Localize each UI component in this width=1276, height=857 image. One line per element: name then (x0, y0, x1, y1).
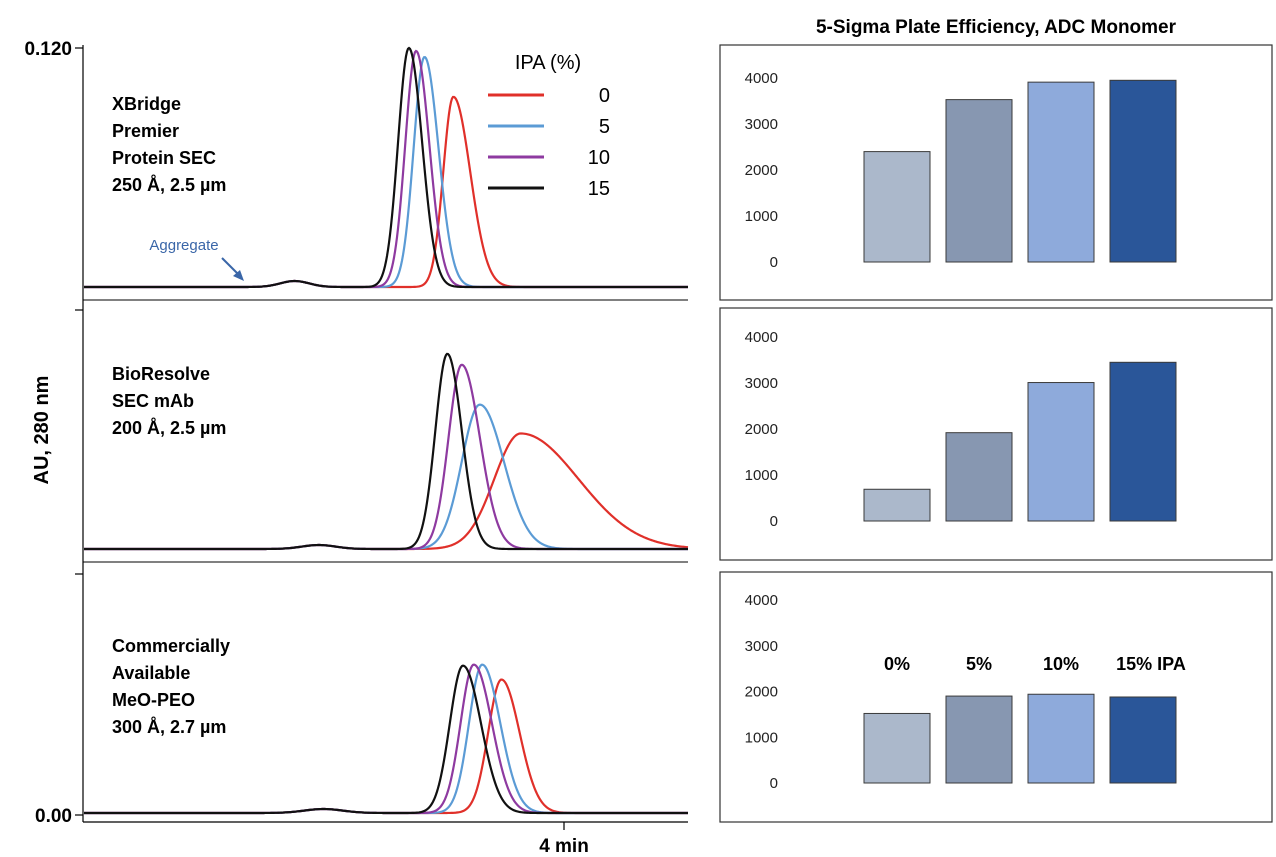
bar-y-tick-label: 2000 (745, 684, 778, 701)
column-label-2: BioResolve SEC mAb 200 Å, 2.5 µm (112, 364, 226, 438)
legend-title: IPA (%) (515, 52, 581, 74)
column-label-line: Commercially (112, 636, 230, 656)
column-label-line: 200 Å, 2.5 µm (112, 418, 226, 438)
bar-y-tick-label: 2000 (745, 162, 778, 179)
column-label-line: XBridge (112, 94, 181, 114)
bar-panel-2: 0 1000 2000 3000 4000 (720, 308, 1272, 560)
trace-panel3-ipa-5 (84, 665, 688, 813)
bar-panel-1: 0 1000 2000 3000 4000 (720, 45, 1272, 300)
column-label-line: MeO-PEO (112, 690, 195, 710)
bar-y-tick-label: 3000 (745, 116, 778, 133)
y-minor-ticks (75, 310, 83, 574)
bar-y-tick-label: 4000 (745, 592, 778, 609)
y-top-label: 0.120 (24, 39, 72, 60)
bar-chart: 5-Sigma Plate Efficiency, ADC Monomer 0 1… (720, 17, 1272, 822)
bar-15ipa (1110, 362, 1176, 521)
x-tick-label: 4 min (539, 836, 589, 857)
legend: IPA (%) 0 5 10 15 (488, 52, 610, 200)
bar-panels: 0 1000 2000 3000 4000 0 1000 2000 3000 4000 0 1000 2… (720, 45, 1272, 822)
aggregate-annotation: Aggregate (149, 237, 218, 254)
y-bottom-label: 0.00 (35, 806, 72, 827)
bar-10 (1028, 82, 1094, 262)
column-label-3: Commercially Available MeO-PEO 300 Å, 2.7 µ… (112, 636, 230, 737)
column-label-line: Protein SEC (112, 148, 216, 168)
chromatogram-plot: 0.120 0.00 4 min AU, 280 nm XBridge Premi… (24, 39, 688, 857)
column-label-line: Available (112, 663, 190, 683)
legend-label: 15 (588, 178, 610, 200)
bar-y-tick-label: 0 (770, 254, 778, 271)
bar-y-tick-label: 3000 (745, 638, 778, 655)
bar-category-label: 0% (884, 654, 910, 674)
bar-5 (946, 696, 1012, 783)
bar-y-tick-label: 4000 (745, 70, 778, 87)
column-label-1: XBridge Premier Protein SEC 250 Å, 2.5 µm (112, 94, 226, 195)
column-label-line: SEC mAb (112, 391, 194, 411)
bar-0 (864, 489, 930, 521)
trace-panel2-ipa-0 (84, 433, 688, 549)
bar-y-tick-label: 4000 (745, 329, 778, 346)
column-label-line: 250 Å, 2.5 µm (112, 175, 226, 195)
bar-5 (946, 100, 1012, 262)
bar-15ipa (1110, 80, 1176, 262)
bar-y-tick-label: 1000 (745, 729, 778, 746)
y-axis-title: AU, 280 nm (31, 376, 53, 485)
bar-y-tick-label: 1000 (745, 208, 778, 225)
bar-y-tick-label: 1000 (745, 467, 778, 484)
legend-label: 0 (599, 85, 610, 107)
bar-category-label: 5% (966, 654, 992, 674)
bar-y-tick-label: 0 (770, 775, 778, 792)
legend-label: 5 (599, 116, 610, 138)
bar-category-label: 15% IPA (1116, 654, 1186, 674)
column-label-line: 300 Å, 2.7 µm (112, 717, 226, 737)
bar-y-tick-label: 2000 (745, 421, 778, 438)
trace-panel3-ipa-10 (84, 665, 688, 813)
column-label-line: Premier (112, 121, 179, 141)
legend-items: 0 5 10 15 (488, 85, 610, 200)
bar-15ipa (1110, 697, 1176, 783)
bar-10 (1028, 383, 1094, 521)
bar-panel-3: 0 1000 2000 3000 4000 0% 5% 10% 15% IPA (720, 572, 1272, 822)
bar-5 (946, 433, 1012, 521)
bar-0 (864, 713, 930, 783)
bar-chart-title: 5-Sigma Plate Efficiency, ADC Monomer (816, 17, 1177, 38)
bar-10 (1028, 694, 1094, 783)
bar-y-tick-label: 0 (770, 513, 778, 530)
trace-panel3-ipa-15 (84, 666, 688, 813)
column-label-line: BioResolve (112, 364, 210, 384)
legend-label: 10 (588, 147, 610, 169)
bar-0 (864, 152, 930, 262)
bar-y-tick-label: 3000 (745, 375, 778, 392)
bar-category-label: 10% (1043, 654, 1079, 674)
